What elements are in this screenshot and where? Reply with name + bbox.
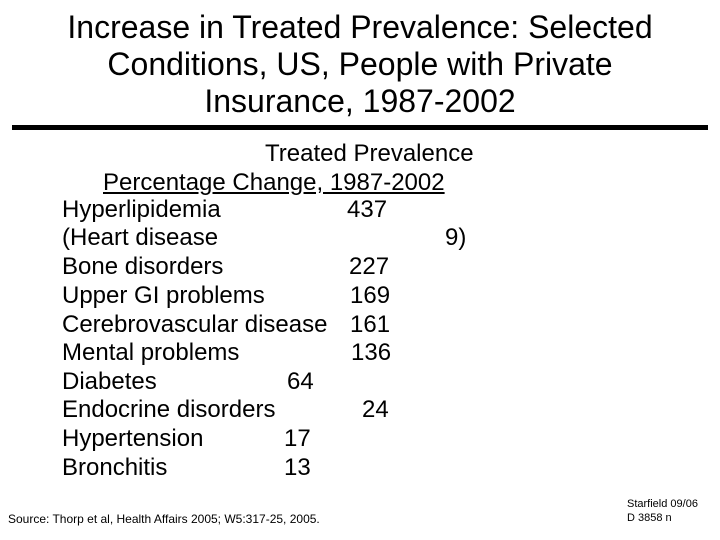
table-row: (Heart disease 9) [0,224,720,253]
row-value: 64 [287,368,314,395]
row-value: 9) [445,224,467,251]
row-label: Mental problems [62,339,240,366]
row-value: 161 [350,311,391,338]
table-row: Bronchitis 13 [0,454,720,483]
row-label: Bronchitis [62,454,168,481]
row-value: 17 [284,425,311,452]
table-row: Bone disorders 227 [0,253,720,282]
row-value: 13 [284,454,311,481]
table-row: Diabetes 64 [0,368,720,397]
row-value: 437 [347,196,388,223]
table-row: Hypertension 17 [0,425,720,454]
row-label: Bone disorders [62,253,224,280]
table-row: Mental problems 136 [0,339,720,368]
table-row: Endocrine disorders 24 [0,396,720,425]
credit-line1: Starfield 09/06 [627,498,698,510]
row-value: 136 [351,339,392,366]
title-divider-rule [12,125,708,130]
table-header-line1: Treated Prevalence [265,140,474,167]
table-header-line2: Percentage Change, 1987-2002 [103,169,445,196]
row-label: Cerebrovascular disease [62,311,328,338]
table-row: Hyperlipidemia 437 [0,196,720,225]
slide-title: Increase in Treated Prevalence: Selected… [67,9,653,119]
row-label: Hyperlipidemia [62,196,221,223]
row-label: Hypertension [62,425,204,452]
row-value: 227 [349,253,390,280]
table-row: Cerebrovascular disease 161 [0,311,720,340]
credit-note: Starfield 09/06 D 3858 n [627,497,698,525]
source-citation: Source: Thorp et al, Health Affairs 2005… [8,512,320,526]
row-label: Upper GI problems [62,282,265,309]
table-row: Upper GI problems 169 [0,282,720,311]
row-value: 24 [362,396,389,423]
row-label: Endocrine disorders [62,396,276,423]
row-label: Diabetes [62,368,157,395]
row-label: (Heart disease [62,224,219,251]
credit-line2: D 3858 n [627,512,672,524]
row-value: 169 [350,282,391,309]
